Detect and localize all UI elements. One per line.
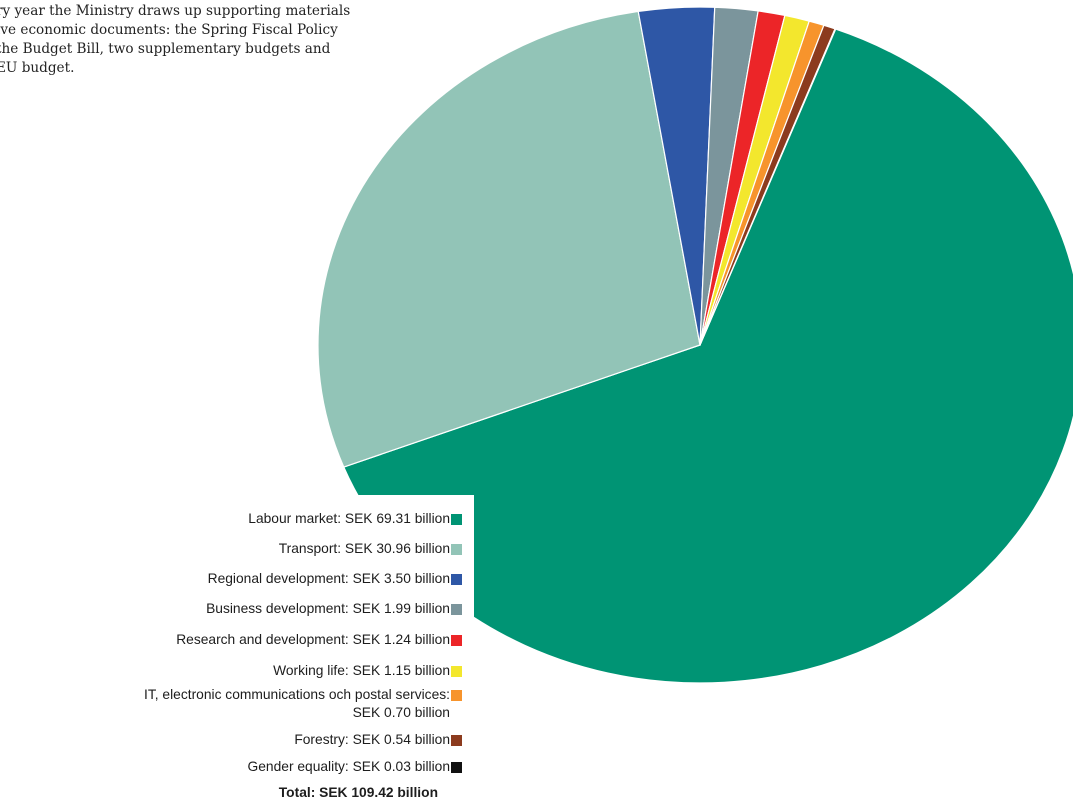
legend-label: Business development: SEK 1.99 billion	[206, 601, 450, 616]
legend-item-transport: Transport: SEK 30.96 billion	[279, 540, 462, 558]
legend-item-gender-equality: Gender equality: SEK 0.03 billion	[248, 758, 462, 776]
legend-total: Total: SEK 109.42 billion	[278, 785, 438, 800]
legend-label: Regional development: SEK 3.50 billion	[207, 571, 450, 586]
legend-label: Labour market: SEK 69.31 billion	[248, 511, 450, 526]
intro-paragraph: ry year the Ministry draws up supporting…	[0, 2, 476, 78]
intro-line: the Budget Bill, two supplementary budge…	[0, 41, 331, 57]
legend-item-forestry: Forestry: SEK 0.54 billion	[294, 731, 462, 749]
pie-slice-8	[699, 28, 837, 346]
legend-swatch	[451, 635, 462, 646]
legend-label: Gender equality: SEK 0.03 billion	[247, 759, 450, 774]
pie-slice-1	[317, 10, 701, 468]
legend-swatch	[451, 544, 462, 555]
legend-item-business-development: Business development: SEK 1.99 billion	[206, 600, 462, 618]
legend-label: IT, electronic communications och postal…	[144, 686, 450, 722]
pie-slice-0	[343, 28, 1073, 684]
intro-line: EU budget.	[0, 60, 75, 76]
legend-label: Working life: SEK 1.15 billion	[273, 663, 450, 678]
legend-label: Forestry: SEK 0.54 billion	[294, 732, 450, 747]
legend-item-research-and-development: Research and development: SEK 1.24 billi…	[176, 631, 462, 649]
legend-item-labour-market: Labour market: SEK 69.31 billion	[248, 510, 462, 528]
legend-swatch	[451, 514, 462, 525]
legend-item-regional-development: Regional development: SEK 3.50 billion	[208, 570, 462, 588]
legend-swatch	[451, 762, 462, 773]
legend-swatch	[451, 666, 462, 677]
legend-item-working-life: Working life: SEK 1.15 billion	[273, 662, 462, 680]
legend-label-line: SEK 0.70 billion	[352, 705, 450, 720]
legend-label: Research and development: SEK 1.24 billi…	[176, 632, 450, 647]
legend-item-it-communications: IT, electronic communications och postal…	[144, 686, 462, 722]
legend-swatch	[451, 690, 462, 701]
legend-swatch	[451, 735, 462, 746]
intro-line: ry year the Ministry draws up supporting…	[0, 3, 351, 19]
legend-label-line: IT, electronic communications och postal…	[144, 687, 450, 702]
chart-legend: Labour market: SEK 69.31 billion Transpo…	[0, 495, 474, 805]
pie-slices	[317, 6, 1073, 684]
legend-swatch	[451, 604, 462, 615]
intro-line: ive economic documents: the Spring Fisca…	[0, 22, 338, 38]
legend-label: Transport: SEK 30.96 billion	[278, 541, 450, 556]
legend-swatch	[451, 574, 462, 585]
